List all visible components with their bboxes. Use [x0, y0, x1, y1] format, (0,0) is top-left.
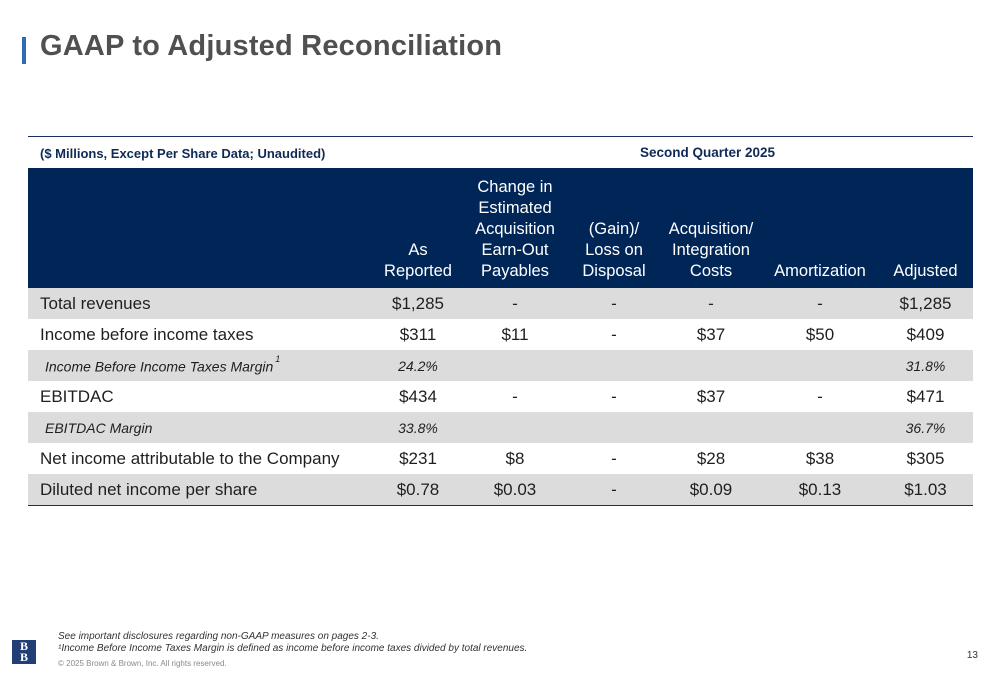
table-cell: -	[611, 325, 617, 344]
footnote-margin-definition: ¹Income Before Income Taxes Margin is de…	[58, 643, 528, 654]
row-label-text: EBITDAC	[40, 387, 114, 406]
table-row: Income Before Income Taxes Margin 1 24.2% 3…	[28, 350, 973, 381]
row-label-text: Total revenues	[40, 294, 151, 313]
table-cell: $1,285	[392, 294, 444, 313]
column-header-line: Acquisition/	[668, 220, 754, 238]
table-cell: -	[611, 480, 617, 499]
table-cell: $0.09	[689, 480, 733, 499]
table-cell: $1,285	[899, 294, 952, 313]
column-header: As Reported	[368, 240, 468, 282]
logo-text: BB	[19, 639, 28, 664]
table-cell: $305	[906, 449, 945, 468]
table-cell: $409	[906, 325, 945, 344]
table-cell: $1.03	[904, 480, 947, 499]
column-header-line: Costs	[689, 262, 733, 280]
footnote-disclosure: See important disclosures regarding non-…	[58, 631, 379, 642]
table-subheader: ($ Millions, Except Per Share Data; Unau…	[28, 137, 973, 168]
table-cell: -	[512, 387, 518, 406]
table-cell: $0.13	[798, 480, 842, 499]
row-label-text: Diluted net income per share	[40, 480, 258, 499]
column-header: Acquisition/Integration Costs	[658, 219, 764, 282]
table-body: Total revenues $1,285 - - - - $1,285 Income bef…	[28, 288, 973, 505]
table-cell: -	[512, 294, 518, 313]
table-cell: -	[611, 449, 617, 468]
table-row: Net income attributable to the Company $2…	[28, 443, 973, 474]
footnotes: See important disclosures regarding non-…	[58, 631, 527, 655]
column-header-line: As	[408, 241, 428, 259]
column-header-line: Estimated	[478, 199, 552, 217]
table-row: EBITDAC Margin 33.8% 36.7%	[28, 412, 973, 443]
row-label: EBITDAC Margin	[45, 420, 152, 436]
table-cell: $28	[696, 449, 726, 468]
column-header-line: Change in	[477, 178, 553, 196]
table-cell: 36.7%	[905, 420, 946, 436]
table-cell: $0.03	[493, 480, 537, 499]
column-header-line: Disposal	[582, 262, 646, 280]
row-label: Income Before Income Taxes Margin 1	[45, 354, 280, 375]
table-cell: $311	[399, 325, 437, 344]
table-top-rule	[28, 136, 973, 137]
table-cell: $38	[805, 449, 835, 468]
table-cell: $8	[505, 449, 525, 468]
period-label: Second Quarter 2025	[640, 145, 776, 160]
column-header-line: Earn-Out	[481, 241, 549, 259]
row-label: EBITDAC	[40, 387, 114, 407]
table-cell: $0.78	[396, 480, 440, 499]
title-accent-bar	[22, 37, 26, 64]
column-header-line: Adjusted	[893, 262, 958, 280]
page-title: GAAP to Adjusted Reconciliation	[40, 30, 503, 62]
unit-label: ($ Millions, Except Per Share Data; Unau…	[40, 146, 326, 161]
column-header-line: Reported	[384, 262, 452, 280]
table-cell: $37	[696, 325, 726, 344]
column-header-line: Payables	[481, 262, 549, 280]
table-cell: -	[611, 294, 617, 313]
table-cell: $11	[501, 325, 529, 344]
column-header: Adjusted	[878, 261, 973, 282]
column-header-row: As Reported Change in Estimated Acquisition E…	[28, 168, 973, 288]
table-cell: -	[611, 387, 617, 406]
table-cell: $434	[399, 387, 437, 406]
table-cell: $37	[696, 387, 726, 406]
table-cell: $471	[906, 387, 945, 406]
table-row: EBITDAC $434 - - $37 - $471	[28, 381, 973, 412]
row-label: Income before income taxes	[40, 325, 254, 345]
row-label-text: EBITDAC Margin	[45, 420, 153, 436]
table-cell: -	[708, 294, 714, 313]
table-cell: $50	[805, 325, 835, 344]
company-logo: BB	[12, 640, 36, 664]
table-cell: 31.8%	[905, 358, 946, 374]
column-header-line: Amortization	[774, 262, 866, 280]
row-label: Total revenues	[40, 294, 151, 314]
row-label-text: Income Before Income Taxes Margin	[45, 358, 274, 375]
table-cell: 33.8%	[398, 420, 438, 436]
table-cell: -	[817, 294, 823, 313]
column-header: Change in Estimated Acquisition Earn-Out Pay…	[466, 177, 564, 282]
column-header: (Gain)/ Loss on Disposal	[568, 219, 660, 282]
table-cell: 24.2%	[398, 358, 438, 374]
row-label: Net income attributable to the Company	[40, 449, 340, 469]
table-row: Total revenues $1,285 - - - - $1,285	[28, 288, 973, 319]
reconciliation-table: ($ Millions, Except Per Share Data; Unau…	[28, 136, 973, 506]
column-header-line: Loss on	[585, 241, 643, 259]
table-row: Income before income taxes $311 $11 - $37 $50…	[28, 319, 973, 350]
column-header-line: Acquisition	[475, 220, 555, 238]
table-cell: -	[817, 387, 823, 406]
page-number: 13	[966, 650, 978, 661]
column-header-line: (Gain)/	[588, 220, 640, 238]
table-row: Diluted net income per share $0.78 $0.03 - $…	[28, 474, 973, 505]
row-label-text: Income before income taxes	[40, 325, 254, 344]
column-header-line: Integration	[672, 241, 750, 259]
footnote-marker: 1	[275, 354, 281, 364]
table-cell: $231	[399, 449, 437, 468]
table-bottom-rule	[28, 505, 973, 506]
copyright: © 2025 Brown & Brown, Inc. All rights re…	[58, 659, 227, 668]
row-label: Diluted net income per share	[40, 480, 257, 500]
column-header: Amortization	[764, 261, 876, 282]
row-label-text: Net income attributable to the Company	[40, 449, 340, 468]
